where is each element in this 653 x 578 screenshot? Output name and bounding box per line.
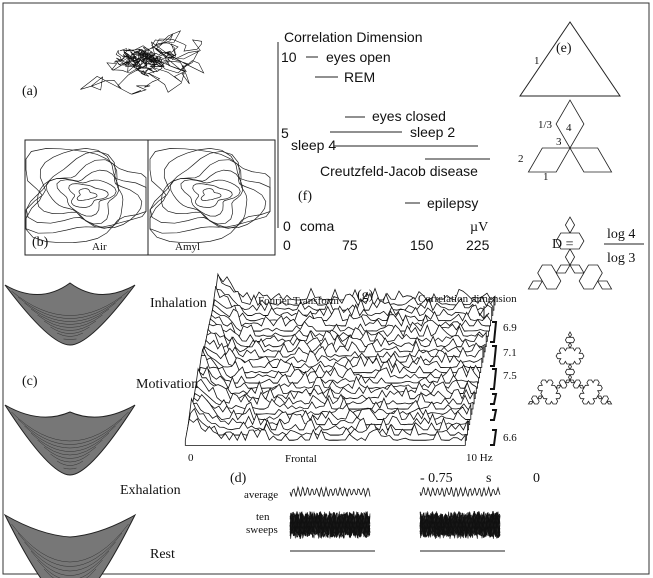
time: s (486, 471, 491, 486)
dimension: 7.1 (503, 347, 517, 359)
time: 0 (533, 471, 540, 486)
tick-label: 75 (342, 237, 358, 253)
label: (c) (22, 374, 38, 389)
tick-label: 150 (410, 237, 434, 253)
state: Inhalation (150, 296, 207, 311)
tick-label: 5 (281, 125, 289, 141)
tick-label: 225 (466, 237, 490, 253)
caption: sweeps (246, 524, 278, 536)
item: epilepsy (427, 195, 478, 211)
state: Exhalation (120, 483, 181, 498)
label: (b) (32, 235, 49, 250)
caption: ten (256, 511, 270, 523)
star-label: 1 (543, 171, 549, 183)
figure: (a) (b) Air Amyl (c) Inhalation Motivati… (0, 0, 653, 578)
label: (g) (357, 288, 374, 303)
star-label: 3 (556, 136, 562, 148)
dimension: 7.5 (503, 370, 517, 382)
item: Creutzfeld-Jacob disease (320, 163, 478, 179)
item: coma (300, 218, 334, 234)
page: (a) (b) Air Amyl (c) Inhalation Motivati… (0, 0, 653, 578)
formula: log 4 (607, 227, 635, 242)
axis-label: Frontal (285, 453, 317, 465)
item: sleep 4 (291, 137, 336, 153)
caption: Fourier Transform (258, 295, 339, 307)
dimension: 6.9 (503, 322, 517, 334)
caption: Amyl (175, 241, 200, 253)
side: 1 (534, 55, 540, 67)
star-label: 1/3 (538, 119, 553, 131)
caption: average (244, 489, 278, 501)
title: Correlation Dimension (284, 29, 423, 45)
time: - 0.75 (420, 471, 453, 486)
axis-label: 10 Hz (466, 452, 493, 464)
star-label: 4 (566, 122, 572, 134)
label: (d) (230, 471, 247, 486)
item: sleep 2 (410, 124, 455, 140)
tick-label: 0 (283, 237, 291, 253)
item: REM (344, 69, 375, 85)
label: (a) (22, 84, 38, 99)
star-label: 2 (518, 153, 524, 165)
caption: Correlation dimension (418, 293, 517, 305)
tick-label: 0 (283, 218, 291, 234)
dimension: 6.6 (503, 432, 517, 444)
label: (f) (298, 189, 312, 204)
label: (e) (556, 41, 572, 56)
formula: log 3 (607, 251, 635, 266)
caption: Air (92, 241, 107, 253)
axis-label: 0 (188, 452, 194, 464)
item: eyes closed (372, 108, 446, 124)
unit: µV (470, 220, 488, 235)
item: eyes open (326, 49, 391, 65)
tick-label: 10 (281, 49, 297, 65)
state: Motivation (136, 377, 198, 392)
formula: D = (552, 237, 574, 252)
state: Rest (150, 547, 175, 562)
